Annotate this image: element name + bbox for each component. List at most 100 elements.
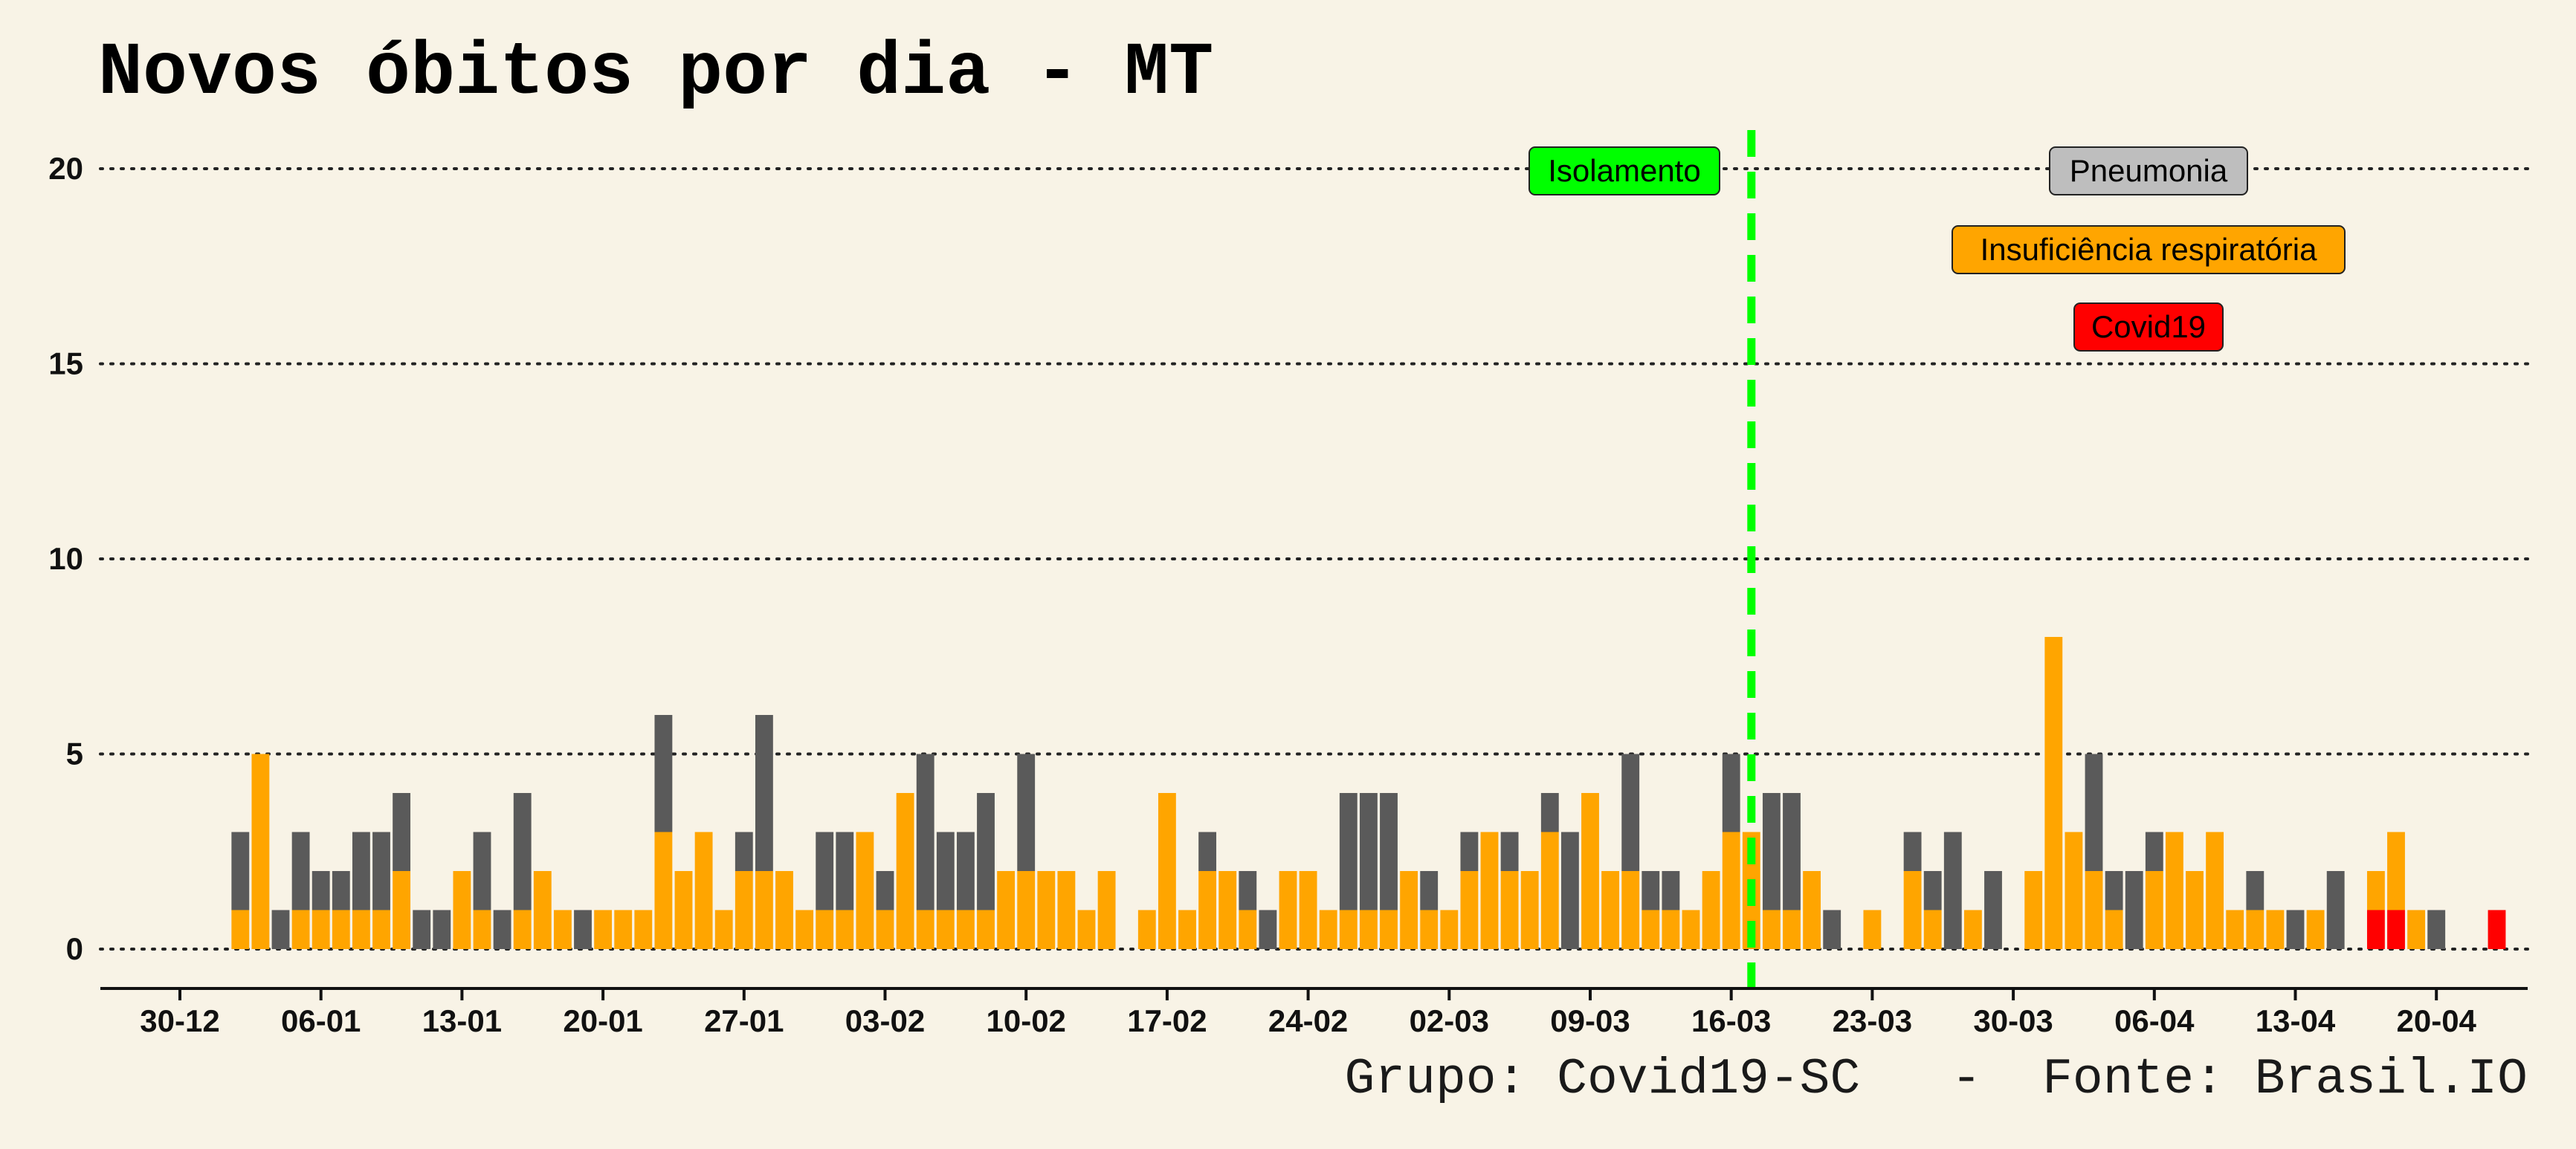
bar-pneumonia [1984,871,2002,949]
bar-pneumonia [1642,871,1660,910]
bar-insufici-ncia-respirat-ria [714,910,733,949]
x-tick-label: 17-02 [1127,1003,1207,1038]
bar-pneumonia [977,793,995,910]
bar-insufici-ncia-respirat-ria [2246,910,2265,949]
bar-pneumonia [1259,910,1277,949]
bar-pneumonia [271,910,290,949]
bar-insufici-ncia-respirat-ria [251,754,270,949]
bar-insufici-ncia-respirat-ria [694,832,713,949]
bar-pneumonia [735,832,753,871]
x-tick-label: 20-04 [2396,1003,2476,1038]
bar-insufici-ncia-respirat-ria [2266,910,2285,949]
bar-insufici-ncia-respirat-ria [1480,832,1499,949]
bar-insufici-ncia-respirat-ria [1279,871,1297,949]
bar-pneumonia [291,832,310,910]
bar-pneumonia [1923,871,1942,910]
bar-insufici-ncia-respirat-ria [1158,793,1176,949]
bar-pneumonia [352,832,370,910]
bar-insufici-ncia-respirat-ria [1863,910,1882,949]
bar-insufici-ncia-respirat-ria [1400,871,1418,949]
bar-pneumonia [1359,793,1378,910]
bar-insufici-ncia-respirat-ria [1702,871,1720,949]
y-tick-label: 10 [48,541,83,576]
bar-insufici-ncia-respirat-ria [1239,910,1257,949]
bar-insufici-ncia-respirat-ria [594,910,613,949]
bar-pneumonia [876,871,894,910]
bar-insufici-ncia-respirat-ria [291,910,310,949]
bar-pneumonia [956,832,975,910]
x-tick-label: 06-04 [2114,1003,2195,1038]
bar-insufici-ncia-respirat-ria [1037,871,1056,949]
bar-pneumonia [513,793,532,910]
chart-caption: Grupo: Covid19-SC - Fonte: Brasil.IO [1345,1051,2528,1108]
bar-pneumonia [574,910,592,949]
bar-insufici-ncia-respirat-ria [614,910,633,949]
bar-pneumonia [2246,871,2265,910]
bar-pneumonia [2427,910,2446,949]
bar-insufici-ncia-respirat-ria [1601,871,1620,949]
bar-insufici-ncia-respirat-ria [755,871,773,949]
bar-insufici-ncia-respirat-ria [473,910,491,949]
x-tick-label: 30-12 [140,1003,219,1038]
bar-insufici-ncia-respirat-ria [2387,832,2405,910]
isolation-annotation-label: Isolamento [1548,153,1700,188]
bar-insufici-ncia-respirat-ria [1380,910,1398,949]
bar-insufici-ncia-respirat-ria [674,871,693,949]
bar-covid19 [2387,910,2405,949]
bar-pneumonia [755,715,773,871]
bar-pneumonia [816,832,834,910]
bar-pneumonia [1762,793,1781,910]
bar-insufici-ncia-respirat-ria [1783,910,1801,949]
x-tick-label: 13-01 [422,1003,502,1038]
y-tick-label: 20 [48,151,83,186]
bar-insufici-ncia-respirat-ria [654,832,673,949]
bar-pneumonia [1460,832,1479,871]
bar-insufici-ncia-respirat-ria [453,871,471,949]
bar-insufici-ncia-respirat-ria [2024,871,2043,949]
bar-insufici-ncia-respirat-ria [2044,637,2063,949]
bar-insufici-ncia-respirat-ria [816,910,834,949]
bar-insufici-ncia-respirat-ria [2186,871,2204,949]
bar-insufici-ncia-respirat-ria [1319,910,1337,949]
bar-insufici-ncia-respirat-ria [956,910,975,949]
bar-covid19 [2366,910,2385,949]
legend-pneumonia-box [2049,146,2248,195]
bar-insufici-ncia-respirat-ria [1682,910,1700,949]
bar-insufici-ncia-respirat-ria [836,910,854,949]
bar-insufici-ncia-respirat-ria [1581,793,1599,949]
bar-pneumonia [1380,793,1398,910]
bar-pneumonia [493,910,511,949]
bar-pneumonia [1239,871,1257,910]
bar-insufici-ncia-respirat-ria [1903,871,1922,949]
bar-insufici-ncia-respirat-ria [513,910,532,949]
bar-insufici-ncia-respirat-ria [231,910,250,949]
bar-insufici-ncia-respirat-ria [1762,910,1781,949]
bar-pneumonia [1783,793,1801,910]
y-tick-label: 15 [48,346,83,381]
bar-insufici-ncia-respirat-ria [1178,910,1196,949]
bar-insufici-ncia-respirat-ria [1077,910,1096,949]
bar-insufici-ncia-respirat-ria [1963,910,1982,949]
bar-pneumonia [1823,910,1841,949]
bar-insufici-ncia-respirat-ria [1440,910,1459,949]
bar-insufici-ncia-respirat-ria [2226,910,2244,949]
bar-insufici-ncia-respirat-ria [311,910,330,949]
legend-insufici-ncia-respirat-ria-box [1952,225,2346,274]
x-tick-label: 24-02 [1268,1003,1348,1038]
bar-pneumonia [1339,793,1358,910]
bar-insufici-ncia-respirat-ria [997,871,1016,949]
legend-covid19-box [2073,302,2224,352]
bar-pneumonia [393,793,411,871]
bar-insufici-ncia-respirat-ria [1420,910,1439,949]
x-tick-label: 10-02 [986,1003,1065,1038]
bar-pneumonia [2085,754,2103,871]
bar-insufici-ncia-respirat-ria [1662,910,1680,949]
bar-pneumonia [2125,871,2143,949]
axes: 30-12 06-01 13-01 20-01 27-01 03-02 10-02 17-02… [100,987,2528,1038]
bar-insufici-ncia-respirat-ria [2145,871,2163,949]
bar-insufici-ncia-respirat-ria [2085,871,2103,949]
bar-insufici-ncia-respirat-ria [553,910,572,949]
bar-pneumonia [372,832,390,910]
bar-insufici-ncia-respirat-ria [916,910,934,949]
